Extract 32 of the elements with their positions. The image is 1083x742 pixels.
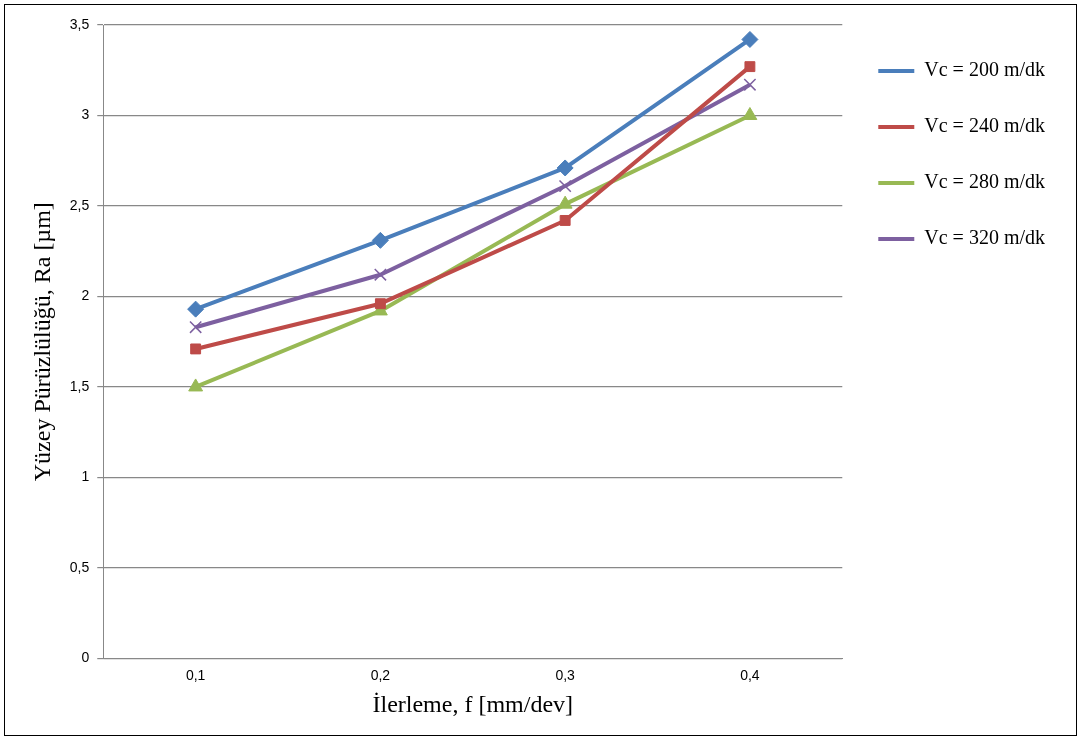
point (558, 179, 572, 193)
y-tick-label: 2,5 (69, 196, 90, 213)
point (741, 30, 759, 48)
legend-label: Vc = 200 m/dk (924, 58, 1046, 81)
x-tick-label: 0,1 (185, 666, 206, 683)
point (371, 231, 389, 249)
y-axis-title: Yüzey Pürüzlülüğü, Ra [µm] (28, 202, 55, 482)
point (743, 78, 757, 92)
point (189, 320, 203, 334)
y-tick-label: 2 (81, 287, 90, 304)
y-tick-label: 0 (81, 649, 90, 666)
x-tick-label: 0,2 (370, 666, 391, 683)
point (374, 298, 386, 310)
x-tick-label: 0,4 (740, 666, 760, 683)
point (556, 159, 574, 177)
x-axis-title: İlerleme, f [mm/dev] (372, 690, 574, 717)
x-tick-label: 0,3 (555, 666, 576, 683)
point (190, 343, 202, 355)
point (187, 300, 205, 318)
legend-label: Vc = 240 m/dk (924, 114, 1046, 137)
point (744, 61, 756, 73)
point (557, 195, 573, 209)
point (188, 378, 204, 392)
point (373, 268, 387, 282)
y-tick-label: 3,5 (69, 15, 90, 32)
legend-label: Vc = 280 m/dk (924, 170, 1046, 193)
y-tick-label: 1 (81, 468, 90, 485)
y-tick-label: 3 (81, 106, 90, 123)
point (559, 215, 571, 226)
legend-label: Vc = 320 m/dk (924, 226, 1046, 249)
y-tick-label: 1,5 (69, 377, 90, 394)
y-tick-label: 0,5 (69, 558, 90, 575)
